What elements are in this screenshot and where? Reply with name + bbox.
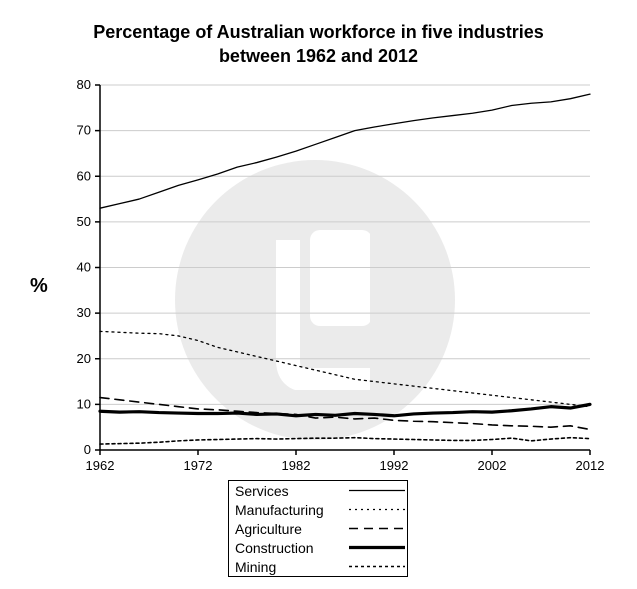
svg-text:0: 0 [84,442,91,457]
svg-text:50: 50 [77,214,91,229]
svg-text:60: 60 [77,168,91,183]
legend-label: Construction [229,540,347,556]
svg-text:70: 70 [77,123,91,138]
svg-text:40: 40 [77,260,91,275]
legend-label: Manufacturing [229,502,347,518]
svg-text:1972: 1972 [184,458,213,473]
svg-text:20: 20 [77,351,91,366]
legend-label: Services [229,483,347,499]
series-manufacturing [100,331,590,406]
legend: Services Manufacturing Agriculture Construc… [228,480,408,577]
legend-swatch [347,519,407,538]
legend-swatch [347,481,407,500]
series-construction [100,404,590,415]
svg-text:2012: 2012 [576,458,605,473]
legend-label: Mining [229,559,347,575]
svg-text:1992: 1992 [380,458,409,473]
series-services [100,94,590,208]
series-mining [100,438,590,444]
legend-label: Agriculture [229,521,347,537]
svg-text:1982: 1982 [282,458,311,473]
svg-text:30: 30 [77,305,91,320]
legend-row-agriculture: Agriculture [229,519,407,538]
svg-text:1962: 1962 [86,458,115,473]
legend-swatch [347,538,407,557]
legend-swatch [347,557,407,576]
legend-row-mining: Mining [229,557,407,576]
legend-row-construction: Construction [229,538,407,557]
svg-text:80: 80 [77,77,91,92]
chart-container: Percentage of Australian workforce in fi… [0,0,637,589]
svg-text:2002: 2002 [478,458,507,473]
legend-row-manufacturing: Manufacturing [229,500,407,519]
legend-swatch [347,500,407,519]
chart-plot: 0 10 20 30 40 50 60 70 80 1962 1972 1982 1992 2002 201… [0,0,637,480]
legend-row-services: Services [229,481,407,500]
svg-text:10: 10 [77,396,91,411]
